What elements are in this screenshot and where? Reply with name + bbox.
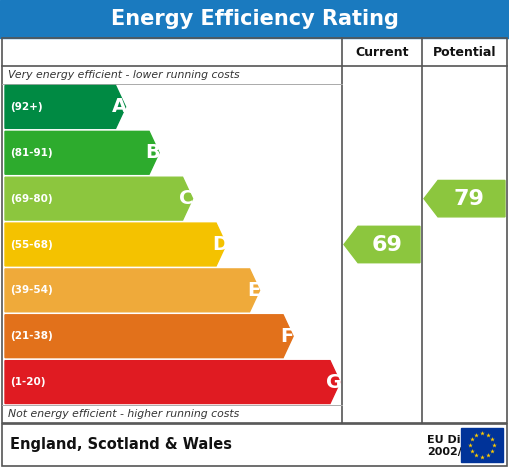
Text: (39-54): (39-54) [10,285,53,295]
Polygon shape [5,223,226,266]
Text: 79: 79 [454,189,485,209]
Text: 2002/91/EC: 2002/91/EC [427,447,497,457]
Text: C: C [179,189,194,208]
Text: G: G [326,373,342,391]
Text: E: E [247,281,260,300]
Polygon shape [5,85,126,128]
Text: Current: Current [355,45,409,58]
Bar [2,38,507,423]
Text: F: F [280,327,294,346]
Bar [0,423,509,467]
Text: Energy Efficiency Rating: Energy Efficiency Rating [110,9,399,29]
Text: A: A [112,98,127,116]
Text: B: B [146,143,160,163]
Polygon shape [5,315,293,358]
Bar [0,0,509,38]
Text: Not energy efficient - higher running costs: Not energy efficient - higher running co… [8,409,239,419]
Text: 69: 69 [371,234,402,255]
Polygon shape [5,361,340,403]
Text: England, Scotland & Wales: England, Scotland & Wales [10,438,232,453]
Text: EU Directive: EU Directive [427,435,504,445]
Polygon shape [5,269,260,312]
Text: (21-38): (21-38) [10,331,53,341]
Polygon shape [5,131,159,174]
Text: Very energy efficient - lower running costs: Very energy efficient - lower running co… [8,70,240,80]
Polygon shape [344,226,420,263]
Text: (1-20): (1-20) [10,377,45,387]
Polygon shape [5,177,192,220]
Text: (55-68): (55-68) [10,240,53,249]
Text: (92+): (92+) [10,102,43,112]
Text: (81-91): (81-91) [10,148,52,158]
Text: Potential: Potential [433,45,496,58]
Text: (69-80): (69-80) [10,194,52,204]
Text: D: D [212,235,228,254]
Bar [461,428,503,462]
Bar [2,424,507,466]
Polygon shape [424,180,505,217]
